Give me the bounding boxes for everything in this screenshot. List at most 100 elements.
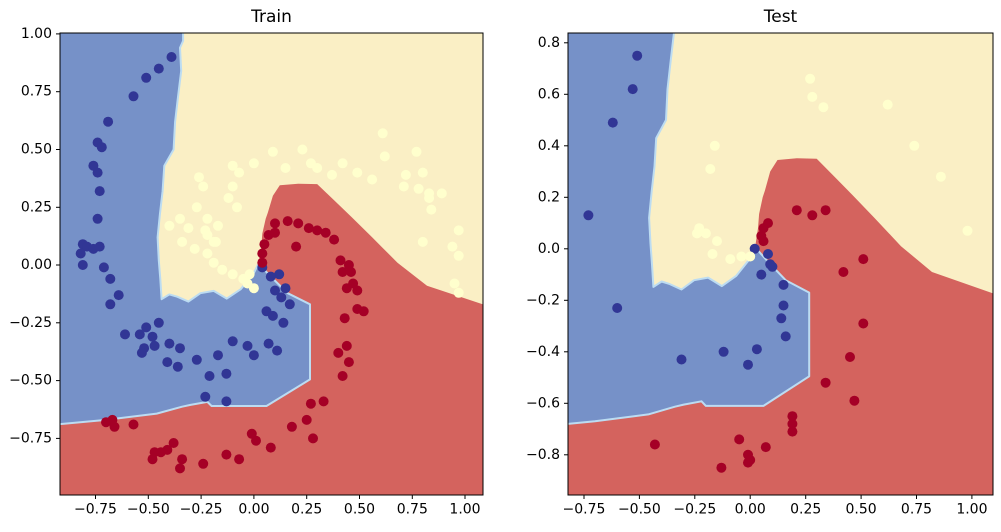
x-tick-label: 0.00 [735, 502, 766, 518]
scatter-point-class-0-blue [263, 338, 274, 349]
scatter-point-class-2-red [649, 439, 660, 450]
scatter-point-class-0-blue [153, 63, 164, 74]
scatter-point-class-1-yellow [436, 188, 447, 199]
scatter-point-class-0-blue [204, 371, 215, 381]
scatter-point-class-2-red [787, 426, 798, 437]
scatter-point-class-0-blue [780, 331, 791, 342]
scatter-point-class-1-yellow [745, 251, 756, 262]
scatter-point-class-1-yellow [189, 243, 200, 254]
scatter-point-class-2-red [291, 241, 302, 252]
scatter-point-class-0-blue [134, 329, 145, 340]
subplot-train [60, 33, 483, 495]
scatter-point-class-1-yellow [447, 241, 458, 252]
scatter-point-class-0-blue [221, 368, 232, 379]
scatter-point-class-0-blue [751, 344, 762, 355]
region-blue [568, 33, 811, 425]
x-tick-label: 1.00 [449, 502, 480, 518]
scatter-point-class-1-yellow [377, 128, 388, 139]
scatter-point-class-1-yellow [400, 169, 411, 180]
scatter-point-class-1-yellow [413, 183, 424, 194]
scatter-point-class-0-blue [583, 210, 594, 221]
scatter-point-class-0-blue [162, 357, 173, 368]
scatter-point-class-0-blue [627, 84, 638, 95]
scatter-point-class-1-yellow [248, 158, 259, 169]
x-tick-label: 0.75 [901, 502, 932, 518]
scatter-point-class-2-red [265, 442, 276, 453]
scatter-point-class-1-yellow [223, 193, 234, 203]
region-red [60, 183, 483, 495]
scatter-point-class-2-red [346, 267, 356, 277]
y-tick-label: 0.25 [21, 199, 52, 215]
scatter-point-class-0-blue [103, 116, 114, 127]
scatter-point-class-1-yellow [417, 236, 428, 247]
scatter-point-class-1-yellow [379, 151, 390, 162]
y-tick-label: −0.4 [526, 344, 560, 360]
scatter-point-class-0-blue [136, 347, 147, 358]
y-tick-label: 0.6 [538, 86, 560, 102]
scatter-point-class-0-blue [267, 310, 278, 321]
y-tick-label: −0.6 [526, 395, 560, 411]
scatter-point-class-2-red [807, 210, 818, 221]
scatter-point-class-2-red [257, 257, 268, 268]
scatter-point-class-2-red [791, 205, 802, 216]
subplot-test [568, 33, 993, 495]
x-tick-label: −0.50 [618, 502, 661, 518]
scatter-point-class-2-red [358, 306, 369, 317]
scatter-point-class-0-blue [120, 329, 130, 340]
x-tick-label: −0.25 [180, 502, 223, 518]
scatter-point-class-1-yellow [213, 220, 223, 231]
scatter-point-class-2-red [743, 457, 753, 468]
scatter-point-class-1-yellow [805, 73, 816, 84]
scatter-point-class-2-red [329, 234, 340, 245]
y-tick-label: −0.2 [526, 292, 560, 308]
y-tick-label: −0.75 [9, 430, 52, 446]
scatter-point-class-0-blue [274, 269, 285, 280]
scatter-point-class-1-yellow [707, 249, 718, 259]
y-tick-label: 0.8 [538, 35, 560, 51]
scatter-point-class-1-yellow [297, 144, 308, 155]
scatter-point-class-0-blue [276, 292, 287, 303]
scatter-point-class-1-yellow [191, 202, 202, 213]
scatter-point-class-0-blue [141, 322, 152, 333]
scatter-point-class-2-red [128, 419, 139, 430]
scatter-point-class-2-red [838, 267, 849, 277]
scatter-point-class-0-blue [607, 117, 618, 128]
scatter-point-class-2-red [308, 433, 318, 444]
scatter-point-class-0-blue [113, 290, 124, 301]
scatter-point-class-1-yellow [177, 236, 188, 247]
scatter-point-class-2-red [257, 248, 268, 259]
scatter-point-class-2-red [270, 218, 280, 229]
scatter-point-class-1-yellow [453, 225, 464, 236]
scatter-point-class-1-yellow [453, 287, 464, 298]
scatter-point-class-1-yellow [417, 167, 428, 178]
scatter-point-class-2-red [263, 230, 274, 240]
scatter-point-class-0-blue [612, 303, 623, 313]
scatter-point-class-0-blue [272, 345, 283, 356]
scatter-point-class-0-blue [718, 346, 729, 357]
scatter-point-class-2-red [352, 285, 363, 296]
scatter-point-class-0-blue [227, 336, 238, 347]
scatter-point-class-2-red [318, 396, 329, 407]
scatter-point-class-0-blue [242, 340, 253, 351]
scatter-point-class-0-blue [284, 299, 295, 310]
scatter-point-class-0-blue [776, 313, 787, 324]
scatter-point-class-2-red [177, 454, 188, 465]
x-tick-label: 1.00 [956, 502, 987, 518]
scatter-point-class-1-yellow [280, 163, 291, 173]
scatter-point-class-1-yellow [227, 160, 238, 171]
scatter-point-class-2-red [109, 421, 120, 432]
scatter-point-class-2-red [734, 434, 745, 445]
x-tick-label: −0.75 [74, 502, 117, 518]
scatter-point-class-2-red [286, 421, 297, 432]
scatter-point-class-1-yellow [210, 236, 221, 247]
scatter-point-class-0-blue [191, 354, 202, 365]
scatter-point-class-2-red [155, 447, 166, 458]
scatter-point-class-1-yellow [208, 257, 219, 268]
y-tick-label: 0.2 [538, 189, 560, 205]
scatter-point-class-1-yellow [234, 167, 245, 178]
scatter-point-class-2-red [339, 313, 350, 324]
x-tick-label: 0.50 [846, 502, 877, 518]
scatter-point-class-0-blue [153, 317, 164, 328]
scatter-point-class-1-yellow [453, 250, 464, 261]
y-tick-label: 0.75 [21, 84, 52, 100]
